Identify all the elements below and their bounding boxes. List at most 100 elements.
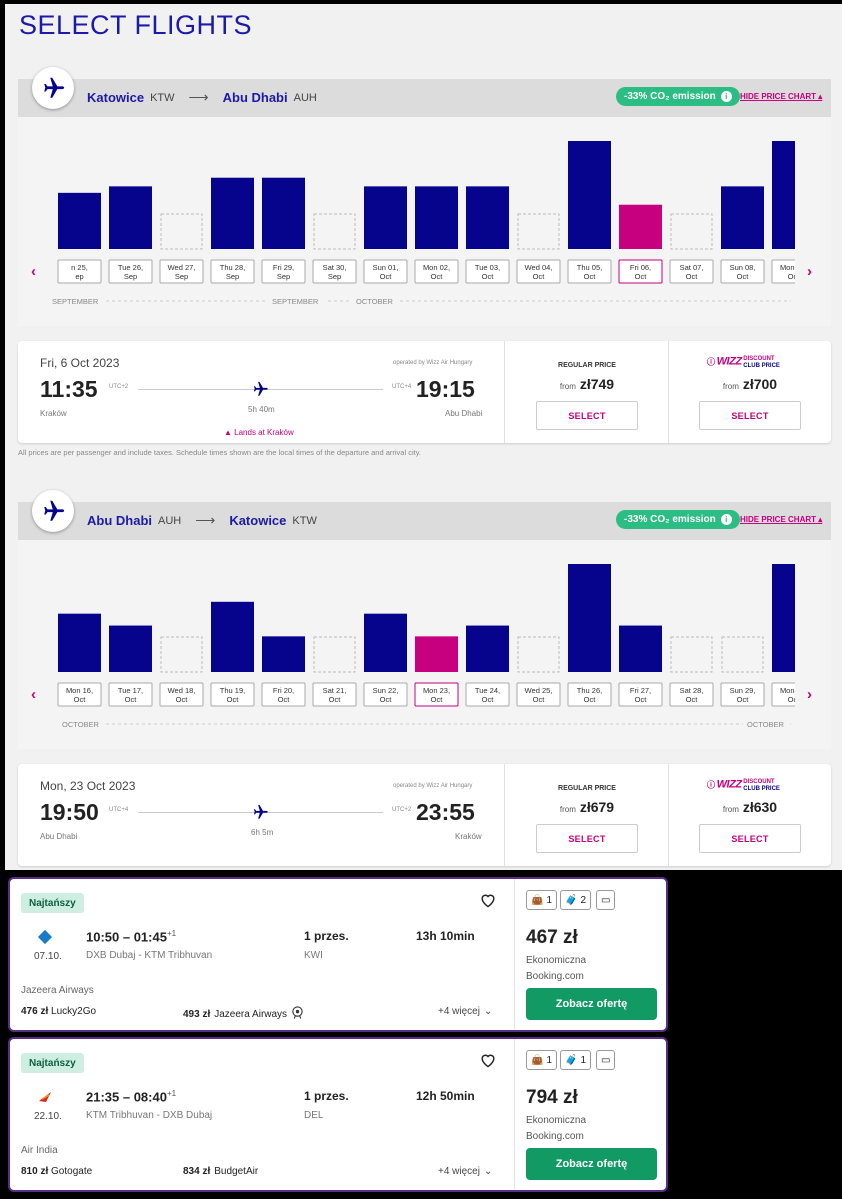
- date-button[interactable]: [567, 259, 612, 284]
- emission-badge[interactable]: -33% CO₂ emission i: [616, 87, 740, 106]
- price-bar[interactable]: [109, 625, 152, 672]
- price-bar[interactable]: [109, 186, 152, 249]
- date-button[interactable]: [516, 682, 561, 707]
- date-button[interactable]: [108, 259, 153, 284]
- empty-bar: [670, 636, 713, 673]
- month-label: Oct: [431, 272, 444, 281]
- price-bar[interactable]: [364, 186, 407, 249]
- info-icon[interactable]: ⓘ: [707, 780, 715, 790]
- date-button[interactable]: [720, 259, 765, 284]
- price-bar[interactable]: [415, 186, 458, 249]
- month-axis-label: OCTOBER: [62, 720, 100, 729]
- bag-count: 1: [580, 1054, 587, 1066]
- price-bar[interactable]: [58, 613, 101, 672]
- heart-icon[interactable]: [479, 892, 497, 913]
- date-button[interactable]: [363, 682, 408, 707]
- page-title: SELECT FLIGHTS: [19, 10, 253, 40]
- price-bar[interactable]: [364, 613, 407, 672]
- date-label: Fri 06,: [630, 263, 651, 272]
- select-regular-button[interactable]: SELECT: [536, 824, 638, 853]
- chart-next-arrow-icon[interactable]: ›: [807, 686, 812, 703]
- lands-warning[interactable]: ▲ Lands at Kraków: [224, 428, 294, 437]
- price-bar[interactable]: [211, 177, 254, 249]
- alt-site: Gotogate: [51, 1166, 93, 1177]
- alt-offer-2[interactable]: 834 zł BudgetAir: [183, 1166, 258, 1177]
- heart-icon[interactable]: [479, 1052, 497, 1073]
- chevron-down-icon: ⌄: [483, 1166, 493, 1177]
- date-button[interactable]: [159, 682, 204, 707]
- date-button[interactable]: [57, 682, 102, 707]
- chart-prev-arrow-icon[interactable]: ‹: [31, 263, 36, 280]
- alt-offer-2[interactable]: 493 zł Jazeera Airways: [183, 1006, 304, 1022]
- date-label: Wed 25,: [525, 686, 553, 695]
- info-icon[interactable]: i: [720, 514, 732, 525]
- date-label: Thu 19,: [220, 686, 245, 695]
- hide-price-chart-link[interactable]: HIDE PRICE CHART ▴: [740, 92, 823, 101]
- select-club-button[interactable]: SELECT: [699, 824, 801, 853]
- view-deal-button[interactable]: Zobacz ofertę: [526, 1148, 657, 1180]
- info-icon[interactable]: i: [720, 91, 732, 102]
- airline-name: Jazeera Airways: [21, 985, 94, 996]
- date-button[interactable]: [363, 259, 408, 284]
- flight-times: 21:35 – 08:40+1: [86, 1089, 176, 1104]
- price-bar[interactable]: [721, 186, 764, 249]
- date-button[interactable]: [465, 259, 510, 284]
- date-button[interactable]: [618, 259, 663, 284]
- emission-badge[interactable]: -33% CO₂ emission i: [616, 510, 740, 529]
- info-icon[interactable]: ⓘ: [707, 357, 715, 367]
- times-text: 10:50 – 01:45: [86, 929, 167, 945]
- date-button[interactable]: [210, 682, 255, 707]
- price-bar[interactable]: [415, 636, 458, 672]
- date-button[interactable]: [516, 259, 561, 284]
- date-button[interactable]: [261, 259, 306, 284]
- date-button[interactable]: [669, 682, 714, 707]
- date-button[interactable]: [210, 259, 255, 284]
- price-bar[interactable]: [262, 636, 305, 672]
- month-label: Oct: [686, 695, 699, 704]
- alt-offer-1[interactable]: 810 zł Gotogate: [21, 1166, 92, 1177]
- regular-price-label: REGULAR PRICE: [558, 362, 616, 369]
- departure-city: Kraków: [40, 409, 67, 418]
- date-button[interactable]: [618, 682, 663, 707]
- alt-price: 834 zł: [183, 1166, 211, 1177]
- date-button[interactable]: [312, 682, 357, 707]
- date-button[interactable]: [669, 259, 714, 284]
- more-offers-button[interactable]: +4 więcej ⌄: [438, 1166, 492, 1177]
- price-bar[interactable]: [466, 186, 509, 249]
- price-bar[interactable]: [619, 625, 662, 672]
- select-regular-button[interactable]: SELECT: [536, 401, 638, 430]
- price-bar[interactable]: [211, 601, 254, 672]
- month-label-bg: [352, 296, 400, 306]
- price-bar[interactable]: [262, 177, 305, 249]
- from-label: from: [559, 805, 576, 814]
- price-bar[interactable]: [568, 564, 611, 672]
- cabin-bag-badge: 🧳 1: [560, 1050, 592, 1070]
- chart-prev-arrow-icon[interactable]: ‹: [31, 686, 36, 703]
- select-club-button[interactable]: SELECT: [699, 401, 801, 430]
- date-button[interactable]: [159, 259, 204, 284]
- price-bar[interactable]: [58, 192, 101, 249]
- result-card-1[interactable]: Najtańszy 07.10. 10:50 – 01:45+1 DXB Dub…: [8, 877, 668, 1032]
- date-button[interactable]: [57, 259, 102, 284]
- view-deal-button[interactable]: Zobacz ofertę: [526, 988, 657, 1020]
- month-label: Oct: [227, 695, 240, 704]
- date-button[interactable]: [465, 682, 510, 707]
- date-label: Mon 23,: [423, 686, 450, 695]
- result-card-2[interactable]: Najtańszy 22.10. 21:35 – 08:40+1 KTM Tri…: [8, 1037, 668, 1192]
- date-button[interactable]: [108, 682, 153, 707]
- empty-bar: [517, 636, 560, 673]
- chart-next-arrow-icon[interactable]: ›: [807, 263, 812, 280]
- price-bar[interactable]: [619, 204, 662, 249]
- bag-icon: 👜: [531, 1054, 544, 1066]
- alt-offer-1[interactable]: 476 zł Lucky2Go: [21, 1006, 96, 1017]
- date-button[interactable]: [261, 682, 306, 707]
- price-bar[interactable]: [568, 141, 611, 249]
- more-offers-button[interactable]: +4 więcej ⌄: [438, 1006, 492, 1017]
- date-button[interactable]: [312, 259, 357, 284]
- date-button[interactable]: [414, 682, 459, 707]
- date-button[interactable]: [414, 259, 459, 284]
- date-button[interactable]: [720, 682, 765, 707]
- date-button[interactable]: [567, 682, 612, 707]
- hide-price-chart-link[interactable]: HIDE PRICE CHART ▴: [740, 515, 823, 524]
- price-bar[interactable]: [466, 625, 509, 672]
